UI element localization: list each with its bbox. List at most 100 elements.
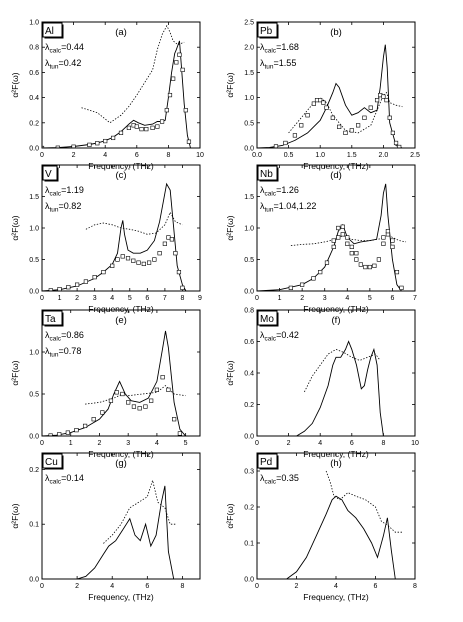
data-point xyxy=(349,128,354,133)
y-axis-label: α²F(ω) xyxy=(225,503,235,528)
x-tick-label: 8 xyxy=(180,295,184,302)
x-tick-label: 3 xyxy=(93,295,97,302)
data-point xyxy=(95,141,100,146)
x-tick-label: 8 xyxy=(180,583,184,590)
x-tick-label: 1.5 xyxy=(347,152,357,159)
data-point xyxy=(159,119,165,124)
element-label-box xyxy=(42,165,58,181)
x-tick-label: 3 xyxy=(323,295,327,302)
y-tick-label: 0.5 xyxy=(29,392,39,399)
x-tick-label: 4 xyxy=(103,152,107,159)
lambda-subscript: tun xyxy=(265,207,274,214)
x-tick-label: 2 xyxy=(98,440,102,447)
lambda-value: =0.42 xyxy=(59,58,82,68)
x-tick-label: 2 xyxy=(295,583,299,590)
data-point xyxy=(108,398,114,403)
y-tick-label: 1.5 xyxy=(29,194,39,201)
x-tick-label: 0 xyxy=(40,583,44,590)
y-axis-label: α²F(ω) xyxy=(10,503,20,528)
data-point xyxy=(381,241,386,246)
plot-area xyxy=(42,24,192,148)
lambda-annotation: λtun=1.04,1.22 xyxy=(260,201,316,214)
x-tick-label: 6 xyxy=(374,583,378,590)
data-point xyxy=(381,94,386,99)
x-tick-label: 7 xyxy=(413,295,417,302)
element-label: Ta xyxy=(45,314,56,325)
data-point xyxy=(273,144,279,148)
data-point xyxy=(331,244,336,250)
x-tick-label: 2.0 xyxy=(379,152,389,159)
data-point xyxy=(292,133,298,138)
series-line-1 xyxy=(103,478,176,544)
lambda-symbol: λ xyxy=(45,42,50,52)
data-point xyxy=(180,67,185,72)
x-tick-label: 2 xyxy=(72,152,76,159)
data-point xyxy=(144,127,149,132)
x-tick-label: 6 xyxy=(390,295,394,302)
y-axis-label: α²F(ω) xyxy=(10,72,20,97)
plot-frame xyxy=(256,164,416,292)
lambda-annotation: λcalc=0.42 xyxy=(260,330,299,343)
data-point xyxy=(100,410,105,415)
plot-frame xyxy=(256,452,416,580)
lambda-value: =1.04,1.22 xyxy=(274,201,317,211)
panel-label: (f) xyxy=(332,315,341,326)
plot-frame xyxy=(41,309,201,437)
x-tick-label: 4 xyxy=(345,295,349,302)
plot-area xyxy=(257,44,403,148)
x-tick-label: 8 xyxy=(381,440,385,447)
panel-label: (a) xyxy=(115,27,127,38)
element-label-box xyxy=(257,453,278,469)
y-tick-label: 0.2 xyxy=(244,505,254,512)
data-point xyxy=(345,241,350,246)
x-tick-label: 2.5 xyxy=(410,152,420,159)
y-tick-label: 1.0 xyxy=(29,20,39,27)
data-point xyxy=(305,113,310,118)
data-point xyxy=(114,390,119,395)
data-point xyxy=(376,257,381,262)
y-tick-label: 0.5 xyxy=(29,257,39,264)
y-tick-label: 0.2 xyxy=(29,467,39,474)
y-axis-label: α²F(ω) xyxy=(225,360,235,385)
lambda-subscript: calc xyxy=(50,479,62,486)
lambda-annotation: λtun=1.55 xyxy=(260,58,296,71)
y-tick-label: 0.4 xyxy=(29,95,39,102)
element-label: V xyxy=(45,169,52,180)
lambda-annotation: λtun=0.82 xyxy=(45,201,81,214)
data-point xyxy=(299,123,304,128)
data-point xyxy=(66,285,71,290)
data-point xyxy=(139,127,144,132)
y-tick-label: 0.2 xyxy=(29,120,39,127)
x-tick-label: 6 xyxy=(145,583,149,590)
data-point xyxy=(283,140,288,146)
panel-pd: 0 2 4 6 8 0.0 0.1 0.2 0.3 Pd (h) λcalc=0.35 Frequenc… xyxy=(225,452,417,602)
data-point xyxy=(65,430,70,435)
series-line-1 xyxy=(85,211,183,235)
y-tick-label: 0.1 xyxy=(29,522,39,529)
lambda-subscript: tun xyxy=(50,64,59,71)
data-point xyxy=(387,115,392,120)
lambda-symbol: λ xyxy=(260,42,265,52)
y-tick-label: 0.8 xyxy=(29,45,39,52)
y-tick-label: 0.5 xyxy=(244,120,254,127)
series-line-1 xyxy=(81,24,185,124)
data-point xyxy=(368,105,373,110)
x-tick-label: 10 xyxy=(196,152,204,159)
panel-cu: 0 2 4 6 8 0.0 0.1 0.2 Cu (g) λcalc=0.14 Frequency, … xyxy=(10,452,201,602)
data-point xyxy=(155,124,160,129)
x-tick-label: 2 xyxy=(75,295,79,302)
data-point xyxy=(300,282,305,287)
data-point xyxy=(57,287,62,291)
lambda-subscript: tun xyxy=(265,64,274,71)
x-tick-label: 2 xyxy=(75,583,79,590)
data-point xyxy=(82,423,88,429)
y-tick-label: 1.0 xyxy=(29,350,39,357)
element-label-box xyxy=(257,22,278,38)
lambda-subscript: calc xyxy=(265,336,277,343)
lambda-value: =1.68 xyxy=(276,42,299,52)
series-line-1 xyxy=(290,233,407,246)
data-point xyxy=(143,404,148,409)
lambda-value: =0.42 xyxy=(276,330,299,340)
plot-area xyxy=(42,330,186,436)
